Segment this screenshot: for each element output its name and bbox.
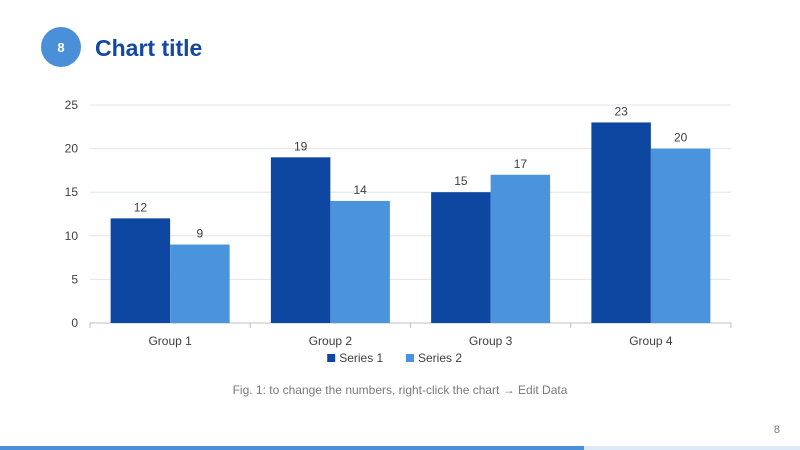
legend-label: Series 2: [418, 351, 462, 365]
data-label: 19: [294, 139, 308, 153]
y-tick-label: 5: [71, 272, 78, 286]
bar-chart: 0 5 10 15 20 25 12 9 Group 1 19 14 Group 2 15 17 Group…: [65, 98, 732, 365]
bottom-accent-bar: [0, 446, 800, 450]
y-tick-label: 15: [65, 185, 79, 199]
data-label: 20: [674, 131, 688, 145]
slide-number-badge: 8: [41, 27, 81, 67]
bar: [431, 192, 491, 323]
legend-label: Series 1: [339, 351, 383, 365]
data-label: 12: [134, 200, 148, 214]
bar: [270, 157, 331, 323]
legend-swatch: [406, 354, 414, 362]
y-tick-label: 10: [65, 229, 79, 243]
data-label: 15: [454, 174, 468, 188]
bar: [650, 148, 711, 323]
data-label: 23: [614, 104, 628, 118]
bar: [490, 174, 551, 323]
bar: [170, 244, 230, 323]
data-label: 9: [197, 227, 204, 241]
data-label: 14: [353, 183, 367, 197]
slide-title: Chart title: [95, 35, 203, 61]
x-tick-label: Group 1: [148, 334, 192, 348]
data-label: 17: [514, 157, 528, 171]
figure-caption: Fig. 1: to change the numbers, right-cli…: [232, 383, 568, 397]
bar: [330, 200, 390, 323]
y-tick-label: 25: [65, 98, 79, 112]
y-tick-label: 0: [71, 316, 78, 330]
y-tick-label: 20: [65, 142, 79, 156]
legend-swatch: [327, 354, 336, 362]
x-tick-label: Group 4: [629, 334, 673, 348]
x-tick-label: Group 3: [469, 334, 513, 348]
bar: [110, 218, 171, 323]
page-number: 8: [773, 424, 780, 436]
x-tick-label: Group 2: [309, 334, 353, 348]
bar: [591, 122, 651, 323]
